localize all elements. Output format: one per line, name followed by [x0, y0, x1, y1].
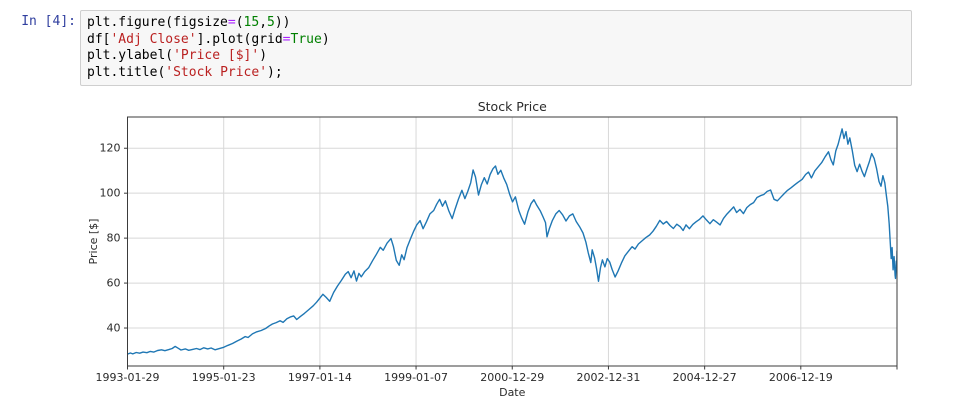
code-token-string: 'Adj Close' — [110, 31, 197, 47]
code-token-plain: ].plot(grid — [196, 31, 283, 47]
code-token-plain: , — [259, 15, 268, 30]
y-tick-label: 100 — [100, 187, 121, 200]
y-tick-label: 40 — [107, 322, 121, 335]
code-token-plain: ) — [259, 48, 268, 63]
code-line: plt.ylabel('Price [$]') — [87, 48, 905, 65]
code-token-number: 5 — [267, 15, 275, 30]
code-token-string: 'Price [$]' — [173, 48, 260, 63]
x-tick-label: 1995-01-23 — [192, 371, 256, 384]
code-token-plain: df[ — [87, 31, 111, 47]
code-token-keyword: True — [290, 31, 322, 47]
code-token-plain: ); — [267, 64, 283, 80]
code-line: plt.figure(figsize=(15,5)) — [87, 15, 905, 32]
code-token-number: 15 — [243, 15, 260, 30]
series-line-adj-close — [127, 128, 897, 355]
chart-title: Stock Price — [478, 100, 547, 114]
x-tick-label: 2000-12-29 — [480, 371, 544, 384]
y-axis-label: Price [$] — [87, 219, 100, 265]
stock-price-chart: 1993-01-29 1995-01-23 1997-01-14 1999-01-07… — [87, 99, 898, 399]
x-tick-label: 2006-12-19 — [769, 371, 833, 384]
code-editor[interactable]: plt.figure(figsize=(15,5)) df['Adj Close'… — [80, 10, 912, 86]
code-token-plain: plt.ylabel( — [87, 48, 174, 63]
code-token-plain: )) — [274, 15, 291, 30]
code-token-plain: ( — [235, 15, 244, 30]
code-token-plain: plt.figure(figsize — [87, 15, 228, 30]
code-token-plain: ) — [321, 31, 330, 47]
x-tick-label: 2004-12-27 — [673, 371, 737, 384]
code-line: plt.title('Stock Price'); — [87, 65, 905, 82]
x-tick-label: 1999-01-07 — [384, 371, 448, 384]
x-axis-label: Date — [499, 386, 526, 399]
y-tick-label: 60 — [107, 277, 121, 290]
code-lines: plt.figure(figsize=(15,5)) df['Adj Close'… — [87, 15, 905, 81]
x-tick-label: 1997-01-14 — [288, 371, 352, 384]
code-token-operator: = — [227, 15, 236, 30]
code-token-operator: = — [282, 31, 291, 47]
x-tick-label: 1993-01-29 — [96, 371, 160, 384]
code-token-string: 'Stock Price' — [165, 64, 268, 80]
cell-output-figure: 1993-01-29 1995-01-23 1997-01-14 1999-01-07… — [0, 99, 953, 410]
y-tick-label: 120 — [100, 142, 121, 155]
code-token-plain: plt.title( — [87, 64, 166, 80]
y-tick-label: 80 — [107, 232, 121, 245]
code-line: df['Adj Close'].plot(grid=True) — [87, 32, 905, 49]
input-prompt: In [4]: — [21, 14, 76, 29]
x-tick-label: 2002-12-31 — [576, 371, 640, 384]
